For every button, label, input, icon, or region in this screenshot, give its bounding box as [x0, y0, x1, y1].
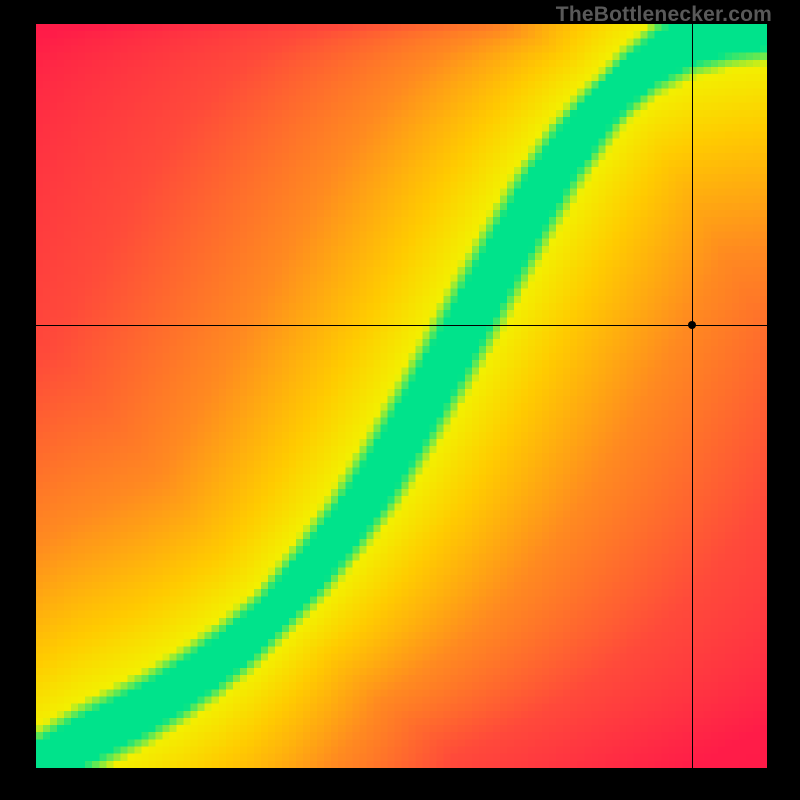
crosshair-vertical [692, 24, 693, 768]
crosshair-marker [688, 321, 696, 329]
crosshair-horizontal [36, 325, 767, 326]
heatmap-plot [36, 24, 767, 768]
watermark-text: TheBottlenecker.com [556, 3, 772, 27]
heatmap-canvas [36, 24, 767, 768]
